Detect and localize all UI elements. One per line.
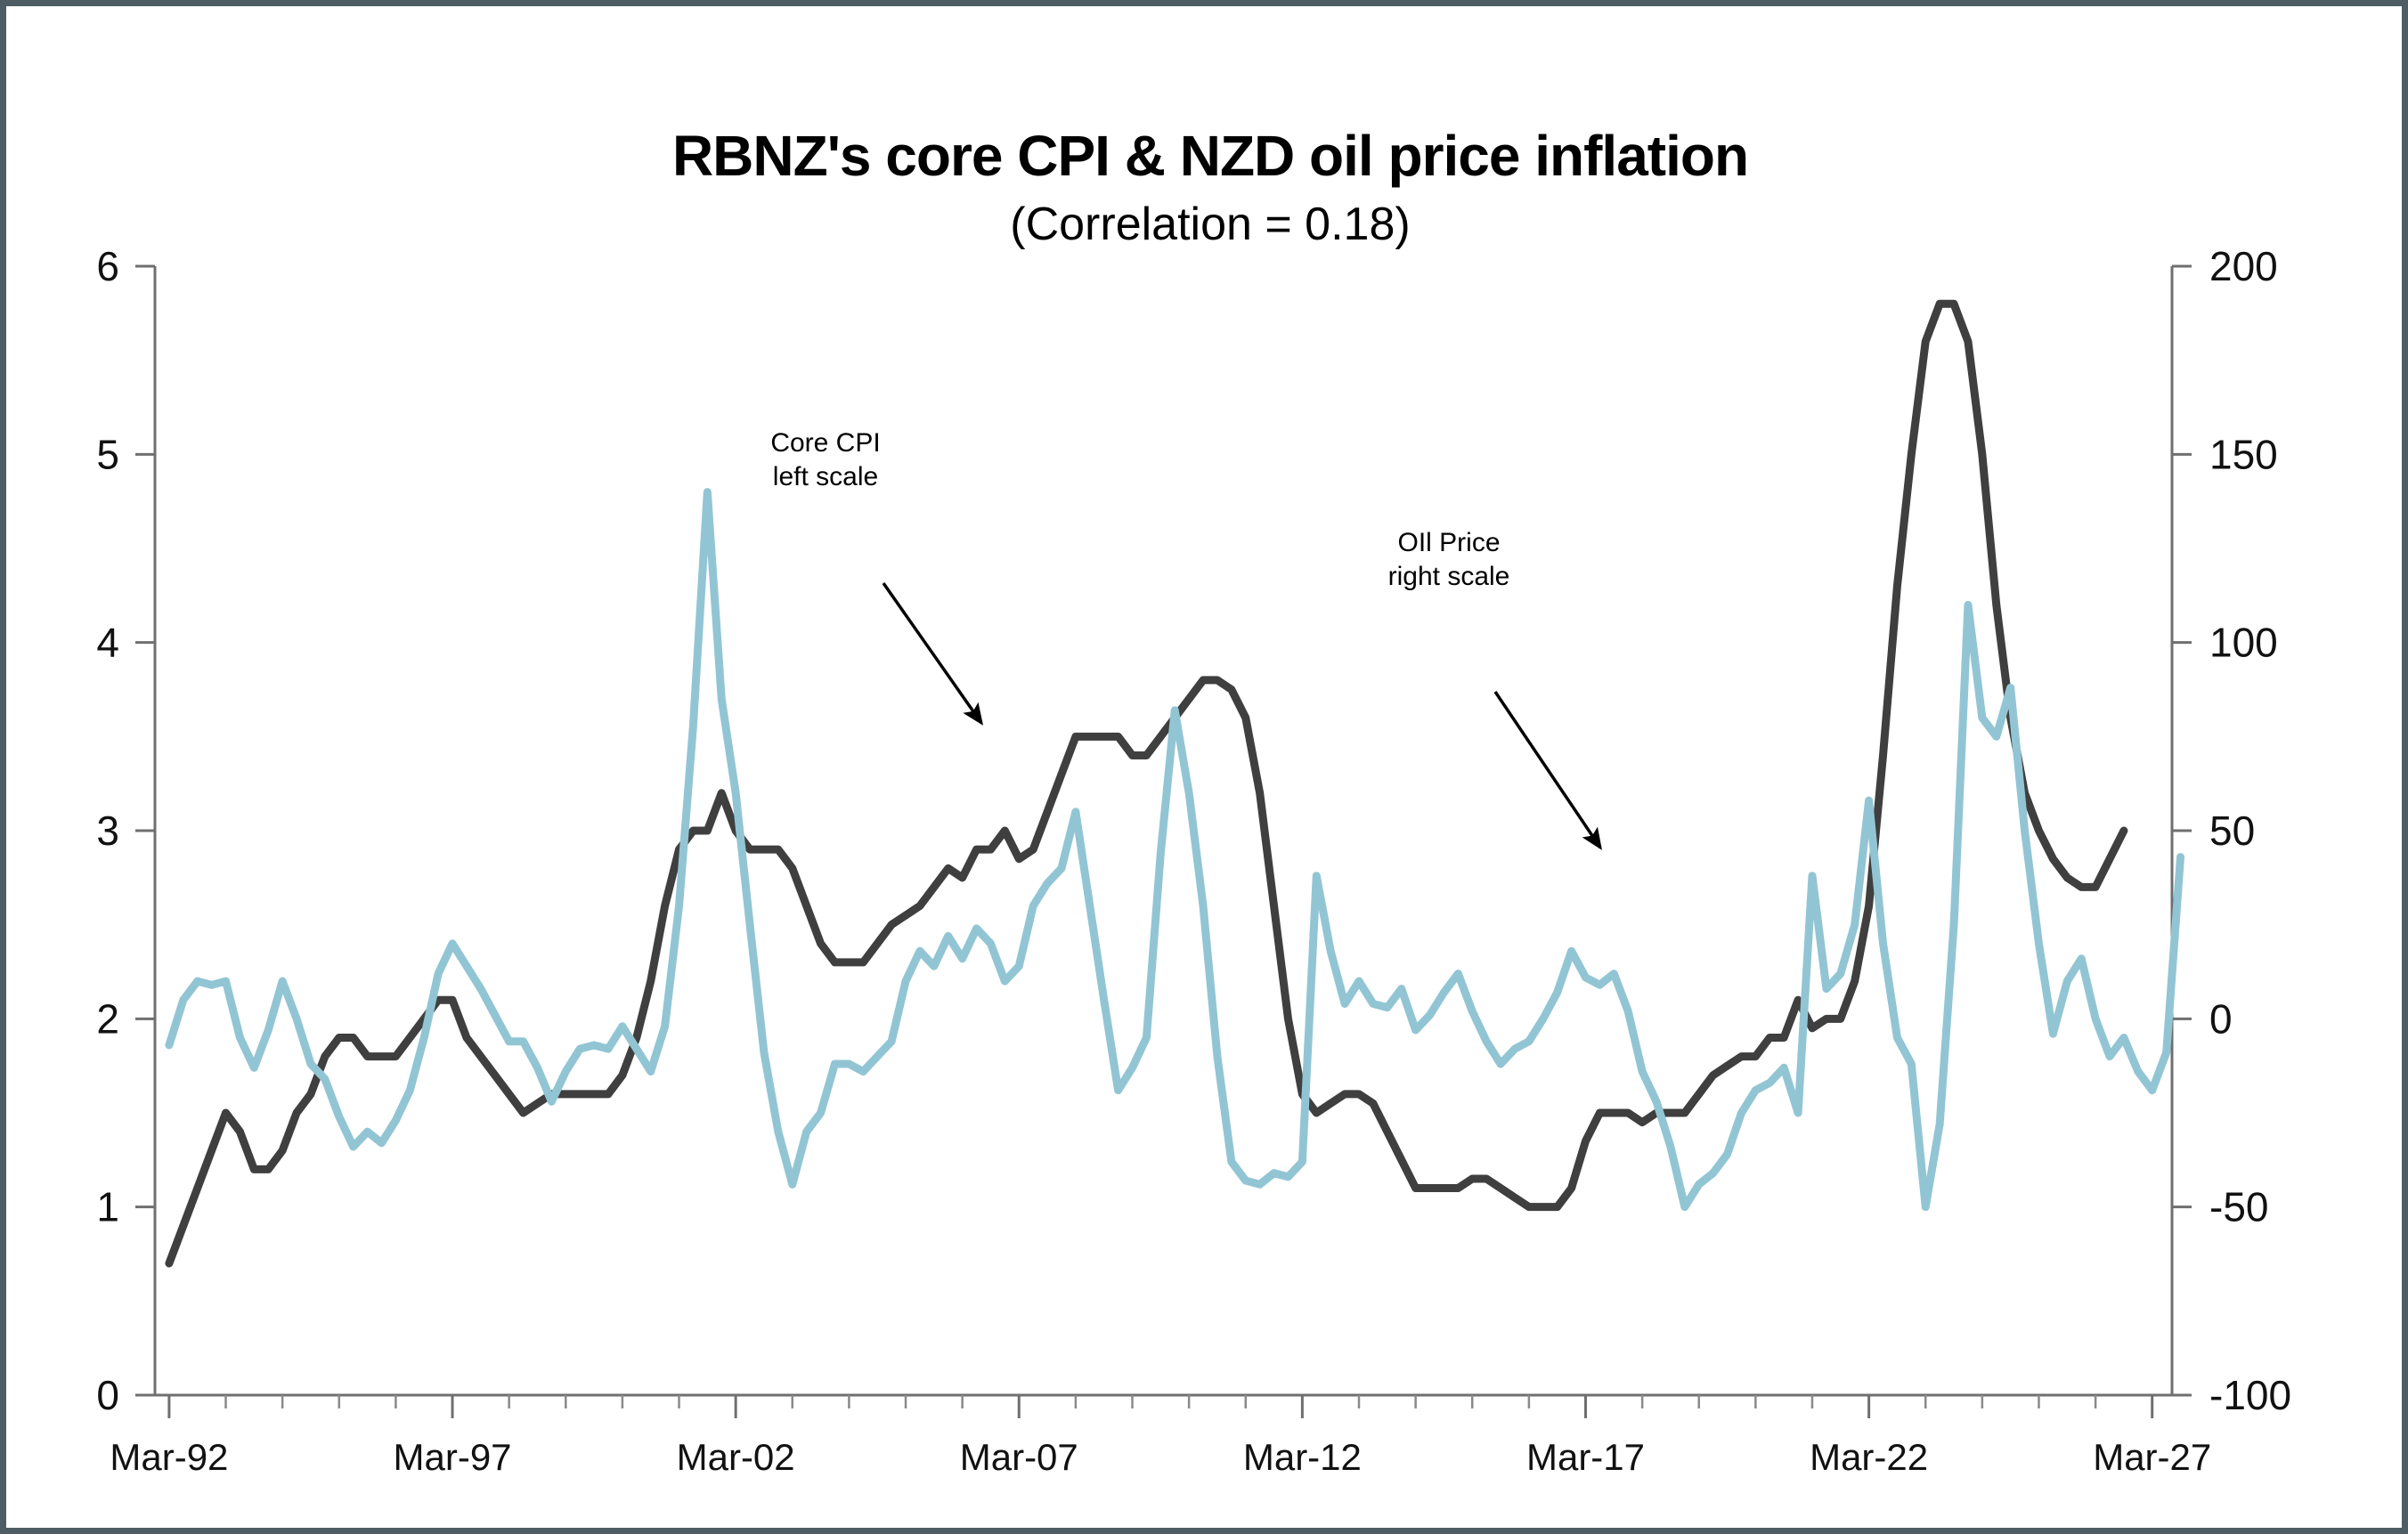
chart-canvas: RBNZ's core CPI & NZD oil price inflatio… [96,124,2291,1478]
right-tick-label: 150 [2209,431,2278,477]
series-lines [165,299,2185,1268]
x-tick-label: Mar-07 [960,1436,1078,1478]
left-tick-label: 0 [96,1372,119,1418]
right-tick-label: 50 [2209,808,2255,854]
right-tick-label: 100 [2209,620,2278,666]
x-tick-label: Mar-17 [1526,1436,1645,1478]
chart-title: RBNZ's core CPI & NZD oil price inflatio… [672,124,1748,188]
core-cpi-annotation-arrow [882,581,984,726]
oil-price-annotation-line2: right scale [1388,562,1510,591]
oil-price-annotation-line1: OIl Price [1397,528,1500,557]
right-tick-label: 200 [2209,243,2278,289]
core-cpi-annotation-line1: Core CPI [770,428,880,458]
x-tick-label: Mar-27 [2093,1436,2211,1478]
left-tick-label: 2 [96,995,119,1042]
series-line-oil-price [165,488,2185,1212]
left-tick-label: 3 [96,808,119,854]
series-line-core-cpi [165,299,2128,1268]
annotations: Core CPI left scale OIl Price right scale [770,428,1602,850]
x-axis: Mar-92 Mar-97 Mar-02 Mar-07 Mar-12 Mar-17 Mar-… [110,1393,2211,1478]
x-tick-label: Mar-97 [394,1436,512,1478]
oil-price-annotation-arrow [1493,691,1602,850]
right-tick-label: -100 [2209,1372,2291,1418]
right-axis: -100 -50 0 50 100 150 200 [2170,243,2291,1418]
x-tick-label: Mar-92 [110,1436,228,1478]
core-cpi-annotation-line2: left scale [773,462,878,491]
left-tick-label: 4 [96,620,119,666]
x-tick-label: Mar-12 [1243,1436,1362,1478]
left-tick-label: 6 [96,243,119,289]
oil-price-annotation: OIl Price right scale [1388,528,1602,850]
right-tick-label: 0 [2209,995,2233,1042]
x-tick-label: Mar-02 [677,1436,795,1478]
x-tick-label: Mar-22 [1810,1436,1928,1478]
right-tick-label: -50 [2209,1184,2268,1230]
left-axis: 0 1 2 3 4 5 6 [96,243,157,1418]
core-cpi-annotation: Core CPI left scale [770,428,984,726]
chart-subtitle: (Correlation = 0.18) [1010,199,1410,250]
left-tick-label: 1 [96,1184,119,1230]
left-tick-label: 5 [96,431,119,477]
